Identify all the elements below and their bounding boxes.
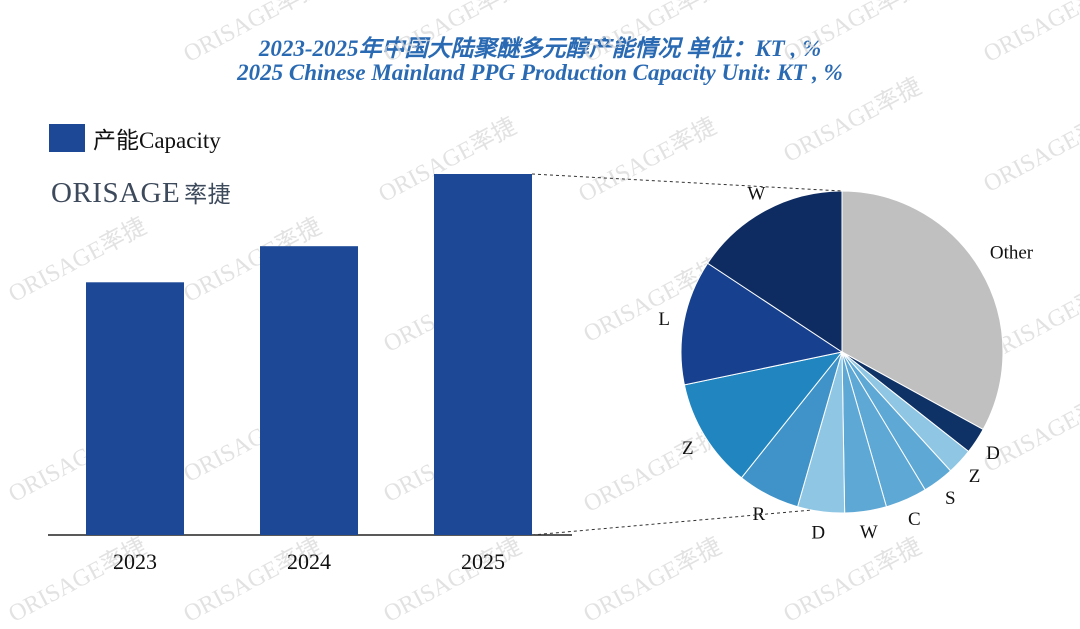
pie-slice-l bbox=[680, 262, 844, 386]
pie-label: Z bbox=[969, 466, 981, 487]
legend: 产能Capacity bbox=[49, 121, 221, 155]
legend-label: 产能Capacity bbox=[93, 128, 221, 153]
connector-line-top bbox=[531, 173, 843, 192]
pie-slice-w bbox=[706, 190, 843, 353]
pie-label: Z bbox=[682, 438, 694, 459]
logo-text: ORISAGE bbox=[51, 177, 181, 209]
pie-label: W bbox=[747, 184, 765, 205]
bar-2023 bbox=[86, 282, 184, 535]
pie-label: R bbox=[753, 504, 766, 525]
pie-label: D bbox=[811, 522, 825, 543]
bar-2024 bbox=[260, 246, 358, 535]
pie-label: Other bbox=[990, 243, 1034, 264]
logo-text-cn: 率捷 bbox=[184, 182, 232, 208]
legend-swatch bbox=[49, 124, 85, 152]
x-tick-label: 2025 bbox=[461, 549, 505, 574]
pie-label: W bbox=[860, 522, 878, 543]
pie-label: S bbox=[945, 488, 956, 509]
connector-line-bottom bbox=[531, 509, 813, 536]
pie-slice-other bbox=[841, 190, 1004, 431]
x-tick-label: 2024 bbox=[287, 549, 331, 574]
x-tick-label: 2023 bbox=[113, 549, 157, 574]
orisage-logo: ORISAGE 率捷 bbox=[51, 175, 231, 210]
pie-label: C bbox=[908, 509, 921, 530]
bar-group: 2023 2024 2025 bbox=[48, 174, 572, 574]
pie-label: D bbox=[986, 443, 1000, 464]
chart-title-en: 2025 Chinese Mainland PPG Production Cap… bbox=[237, 60, 843, 85]
pie-slice-z bbox=[683, 351, 844, 479]
pie-label: L bbox=[658, 309, 670, 330]
chart-title-zh: 2023-2025年中国大陆聚醚多元醇产能情况 单位：KT , % bbox=[258, 36, 822, 61]
bar-2025 bbox=[434, 174, 532, 535]
